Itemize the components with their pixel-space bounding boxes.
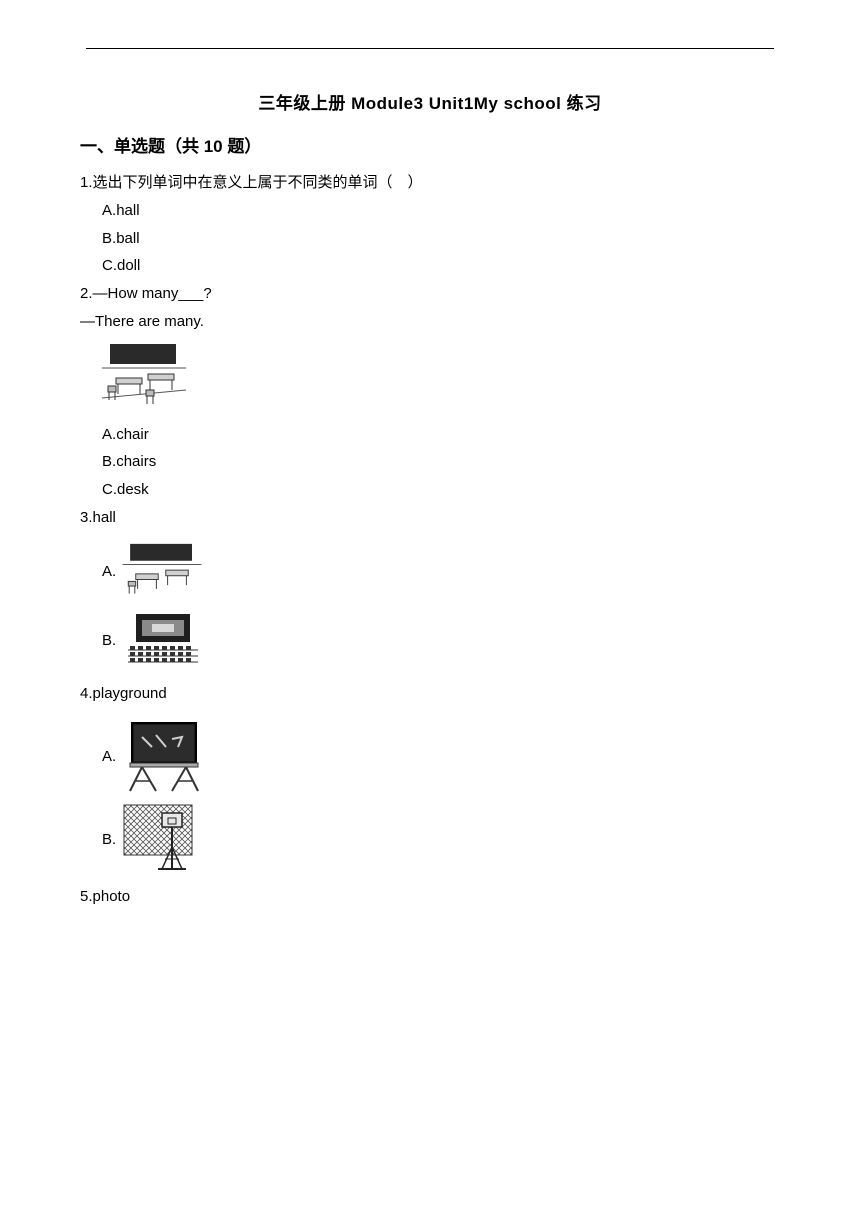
q3-stem: 3.hall xyxy=(80,504,780,532)
q1-option-a: A.hall xyxy=(80,197,780,225)
q1-stem: 1.选出下列单词中在意义上属于不同类的单词（ ） xyxy=(80,169,780,197)
q3-text: hall xyxy=(93,509,116,526)
q3-option-b: B. xyxy=(80,610,780,672)
q2-option-c: C.desk xyxy=(80,476,780,504)
q5-stem: 5.photo xyxy=(80,883,780,911)
q4-text: playground xyxy=(93,685,167,702)
q2-num: 2. xyxy=(80,285,93,302)
classroom-sketch-icon xyxy=(122,542,202,602)
q2-image xyxy=(80,340,780,415)
q2-option-b: B.chairs xyxy=(80,448,780,476)
hall-sketch-icon xyxy=(122,610,204,672)
q5-num: 5. xyxy=(80,888,93,905)
top-rule xyxy=(86,48,774,49)
q5-text: photo xyxy=(93,888,131,905)
q3-num: 3. xyxy=(80,509,93,526)
q4-stem: 4.playground xyxy=(80,680,780,708)
q1-text: 选出下列单词中在意义上属于不同类的单词（ ） xyxy=(93,174,423,191)
classroom-sketch xyxy=(102,340,186,410)
q1-option-b: B.ball xyxy=(80,225,780,253)
q3-option-a: A. xyxy=(80,542,780,602)
q1-num: 1. xyxy=(80,174,93,191)
blackboard-sketch-icon xyxy=(122,717,206,795)
section-heading: 一、单选题（共 10 题） xyxy=(80,132,780,157)
q2-text: —How many___? xyxy=(93,285,212,302)
q2-option-a: A.chair xyxy=(80,421,780,449)
q2-stem: 2.—How many___? xyxy=(80,280,780,308)
document-title: 三年级上册 Module3 Unit1My school 练习 xyxy=(80,89,780,114)
q4-option-b: B. xyxy=(80,803,780,875)
q4-option-a: A. xyxy=(80,717,780,795)
q2-response: —There are many. xyxy=(80,308,780,336)
q1-option-c: C.doll xyxy=(80,252,780,280)
q4-num: 4. xyxy=(80,685,93,702)
playground-sketch-icon xyxy=(122,803,194,875)
page-container: 三年级上册 Module3 Unit1My school 练习 一、单选题（共 … xyxy=(0,0,860,951)
